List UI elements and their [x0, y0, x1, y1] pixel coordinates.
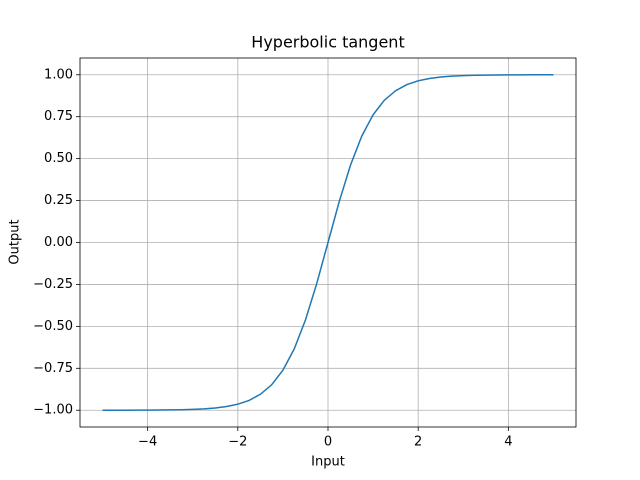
y-tick-label: −1.00: [33, 403, 73, 418]
y-tick-label: −0.50: [33, 319, 73, 334]
x-tick-label: 0: [324, 435, 332, 450]
y-tick-label: 0.25: [44, 193, 73, 208]
x-axis-label: Input: [311, 455, 345, 470]
x-tick-label: −2: [228, 435, 247, 450]
y-tick-label: −0.75: [33, 361, 73, 376]
chart-title: Hyperbolic tangent: [251, 33, 404, 52]
x-tick-label: 4: [504, 435, 512, 450]
y-tick-label: 0.75: [44, 109, 73, 124]
x-tick-label: 2: [414, 435, 422, 450]
y-tick-label: −0.25: [33, 277, 73, 292]
x-tick-label: −4: [138, 435, 157, 450]
y-tick-label: 1.00: [44, 67, 73, 82]
line-series: [102, 74, 554, 411]
plot-frame: [79, 57, 577, 428]
y-tick-label: 0.50: [44, 151, 73, 166]
y-tick-label: 0.00: [44, 235, 73, 250]
y-axis-label: Output: [8, 219, 23, 264]
